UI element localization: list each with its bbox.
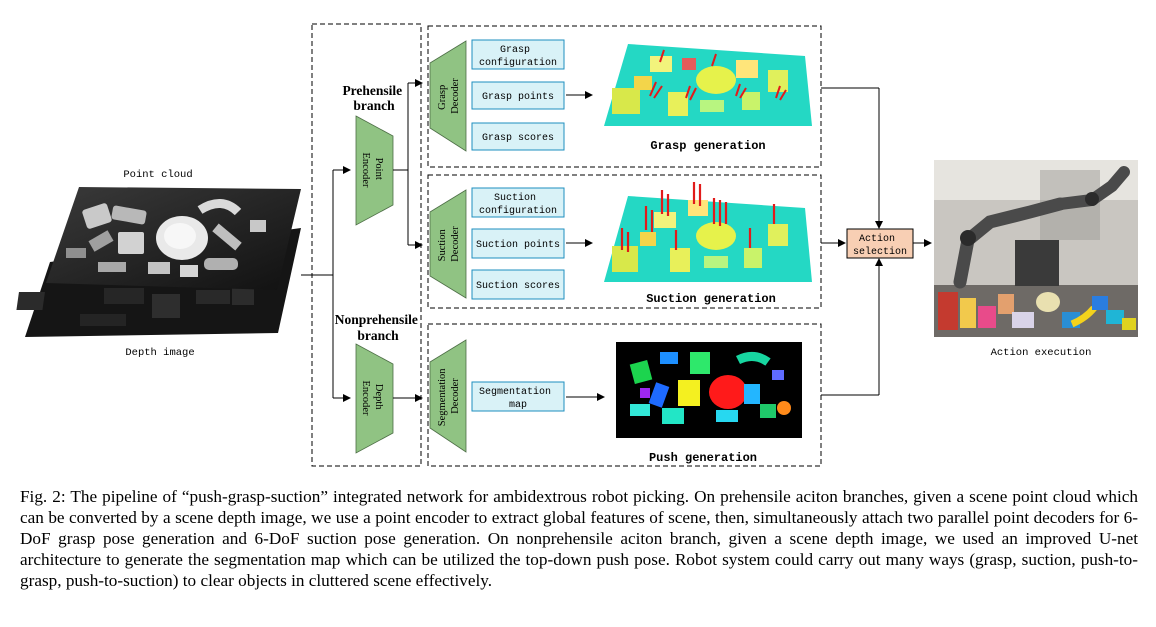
svg-text:Segmentation map: Segmentation map (479, 386, 557, 411)
action-execution-label: Action execution (991, 347, 1092, 359)
prehensile-branch-label: Prehensile branch (342, 83, 405, 113)
suction-configuration-box: Suction configuration (471, 187, 565, 218)
svg-text:Suction Decoder: Suction Decoder (437, 226, 461, 262)
grasp-branch-region (427, 25, 822, 168)
segmentation-decoder: Segmentation Decoder (429, 339, 467, 453)
depth-encoder: Depth Encoder (355, 343, 394, 454)
svg-text:Grasp scores: Grasp scores (482, 133, 554, 144)
pipeline-diagram: Point cloud Depth image Prehensile bra (16, 23, 1138, 467)
svg-text:Grasp Decoder: Grasp Decoder (437, 78, 461, 114)
suction-branch-region (427, 174, 822, 309)
svg-text:Grasp configuration: Grasp configuration (479, 45, 557, 69)
segmentation-map-image (616, 342, 802, 438)
svg-text:Suction scores: Suction scores (476, 280, 560, 292)
svg-text:Point Encoder: Point Encoder (360, 153, 384, 188)
grasp-configuration-box: Grasp configuration (471, 39, 565, 70)
action-selection-box: Action selection (846, 228, 914, 259)
figure-caption: Fig. 2: The pipeline of “push-grasp-suct… (20, 487, 1138, 590)
grasp-generation-label: Grasp generation (650, 139, 765, 153)
svg-text:Suction configuration: Suction configuration (479, 192, 557, 217)
point-cloud (46, 187, 301, 290)
segmentation-map-box: Segmentation map (471, 381, 565, 412)
grasp-decoder: Grasp Decoder (429, 40, 467, 152)
svg-text:Suction points: Suction points (476, 239, 560, 251)
robot-photo (934, 160, 1138, 337)
grasp-scores-box: Grasp scores (471, 122, 565, 151)
suction-decoder: Suction Decoder (429, 189, 467, 299)
suction-points-box: Suction points (471, 228, 565, 259)
point-cloud-label: Point cloud (123, 169, 192, 181)
point-encoder: Point Encoder (355, 115, 394, 226)
depth-image-label: Depth image (125, 347, 194, 359)
suction-generation-scene (604, 182, 812, 282)
grasp-generation-scene (604, 44, 812, 126)
suction-scores-box: Suction scores (471, 269, 565, 300)
svg-text:Segmentation Decoder: Segmentation Decoder (437, 366, 461, 426)
svg-text:Action selection: Action selection (853, 233, 907, 258)
suction-generation-label: Suction generation (646, 292, 776, 306)
svg-text:Depth Encoder: Depth Encoder (360, 381, 384, 416)
svg-text:Grasp points: Grasp points (482, 91, 554, 103)
grasp-points-box: Grasp points (471, 81, 565, 110)
push-generation-label: Push generation (649, 451, 757, 465)
nonprehensile-branch-label: Nonprehensile branch (335, 312, 421, 343)
